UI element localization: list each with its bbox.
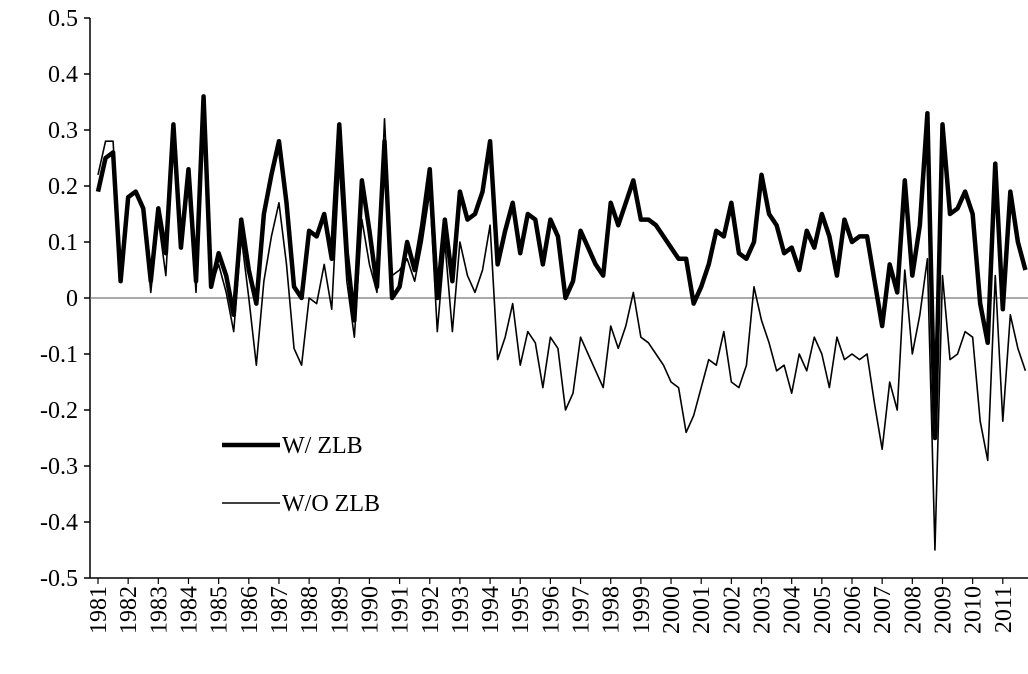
x-tick-label: 2005 — [810, 586, 836, 634]
x-tick-label: 2008 — [900, 586, 926, 634]
x-tick-label: 2007 — [870, 586, 896, 634]
x-tick-label: 1988 — [297, 586, 323, 634]
y-tick-label: -0.1 — [40, 342, 78, 368]
x-tick-label: 2010 — [961, 586, 987, 634]
y-tick-label: 0.3 — [48, 118, 78, 144]
x-tick-label: 1981 — [86, 586, 112, 634]
x-tick-label: 2003 — [750, 586, 776, 634]
x-tick-label: 1983 — [146, 586, 172, 634]
y-tick-label: -0.3 — [40, 454, 78, 480]
x-tick-label: 1997 — [569, 586, 595, 634]
x-tick-label: 1987 — [267, 586, 293, 634]
x-tick-label: 1999 — [629, 586, 655, 634]
x-tick-label: 2011 — [991, 586, 1017, 633]
series-line — [95, 94, 1028, 441]
x-tick-label: 1986 — [237, 586, 263, 634]
x-tick-label: 1992 — [418, 586, 444, 634]
x-tick-label: 1994 — [478, 586, 504, 634]
series-line — [97, 112, 1027, 551]
legend-label: W/ ZLB — [282, 433, 363, 459]
x-tick-label: 2000 — [659, 586, 685, 634]
x-tick-label: 1998 — [599, 586, 625, 634]
y-tick-label: -0.2 — [40, 398, 78, 424]
legend-label: W/O ZLB — [282, 491, 380, 517]
y-tick-label: 0.5 — [48, 6, 78, 32]
x-tick-label: 1990 — [357, 586, 383, 634]
x-tick-label: 2004 — [780, 586, 806, 634]
x-tick-label: 2009 — [930, 586, 956, 634]
x-tick-label: 1996 — [538, 586, 564, 634]
x-tick-label: 1982 — [116, 586, 142, 634]
x-tick-label: 1995 — [508, 586, 534, 634]
x-tick-label: 1991 — [388, 586, 414, 634]
y-tick-label: 0.1 — [48, 230, 78, 256]
x-tick-label: 2006 — [840, 586, 866, 634]
x-tick-label: 1985 — [207, 586, 233, 634]
x-tick-label: 1989 — [327, 586, 353, 634]
x-tick-label: 1984 — [176, 586, 202, 634]
y-tick-label: 0.4 — [48, 62, 78, 88]
y-tick-label: -0.5 — [40, 566, 78, 592]
y-tick-label: -0.4 — [40, 510, 78, 536]
y-tick-label: 0.2 — [48, 174, 78, 200]
y-tick-label: 0 — [66, 286, 78, 312]
x-tick-label: 2002 — [719, 586, 745, 634]
x-tick-label: 2001 — [689, 586, 715, 634]
x-tick-label: 1993 — [448, 586, 474, 634]
